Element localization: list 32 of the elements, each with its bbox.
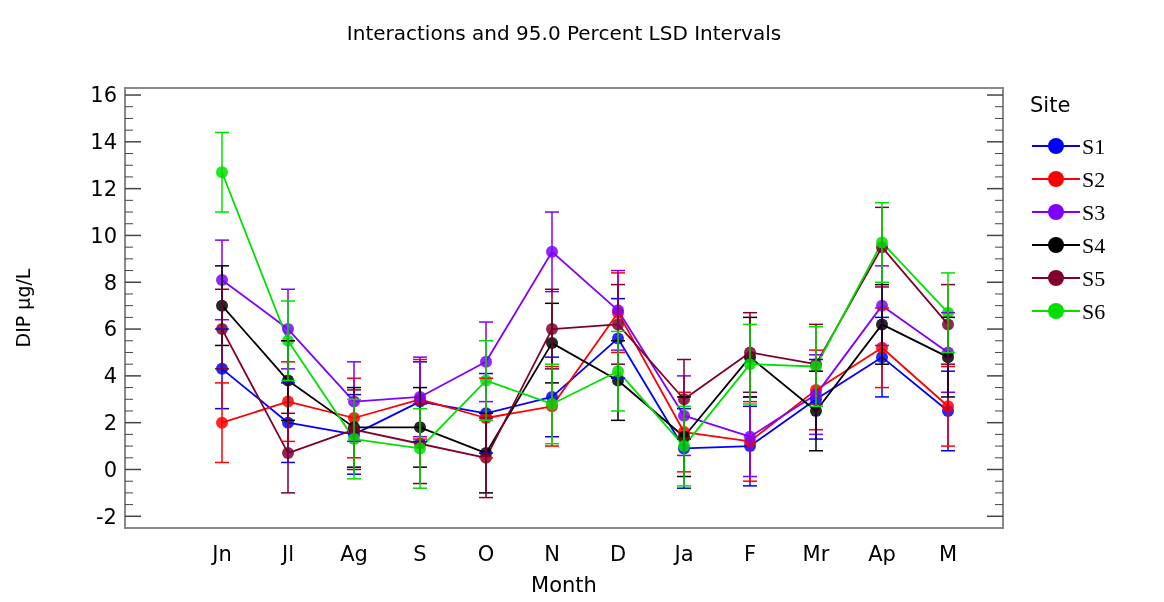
y-tick-label: 10 — [90, 223, 117, 248]
x-tick-label: Jl — [279, 542, 295, 566]
y-tick-label: -2 — [96, 504, 117, 529]
y-axis-title: DIP μg/L — [12, 268, 34, 348]
legend-label: S1 — [1082, 133, 1106, 159]
chart-title: Interactions and 95.0 Percent LSD Intervals — [346, 21, 782, 45]
x-tick-label: O — [477, 542, 495, 566]
y-tick-label: 0 — [103, 457, 117, 482]
y-tick-label: 2 — [103, 411, 117, 436]
x-tick-label: Mr — [802, 542, 830, 566]
legend-label: S3 — [1082, 199, 1106, 225]
y-tick-label: 14 — [90, 130, 117, 155]
x-tick-label: D — [609, 542, 627, 566]
y-tick-label: 4 — [103, 364, 117, 389]
x-tick-label: F — [743, 542, 757, 566]
x-tick-label: Ap — [868, 542, 896, 566]
legend-label: S4 — [1082, 232, 1106, 258]
y-tick-label: 12 — [90, 176, 117, 201]
x-tick-label: N — [544, 542, 560, 566]
x-tick-label: Jn — [210, 542, 232, 566]
x-tick-label: S — [413, 542, 427, 566]
legend-label: S6 — [1082, 298, 1106, 324]
x-tick-label: Ag — [340, 542, 368, 566]
x-axis-title: Month — [531, 573, 597, 597]
legend-label: S2 — [1082, 166, 1106, 192]
x-tick-label: Ja — [672, 542, 694, 566]
x-tick-label: M — [938, 542, 958, 566]
y-tick-label: 16 — [90, 83, 117, 108]
y-tick-label: 8 — [103, 270, 117, 295]
legend-label: S5 — [1082, 265, 1106, 291]
legend-title: Site — [1030, 93, 1071, 117]
y-tick-label: 6 — [103, 317, 117, 342]
